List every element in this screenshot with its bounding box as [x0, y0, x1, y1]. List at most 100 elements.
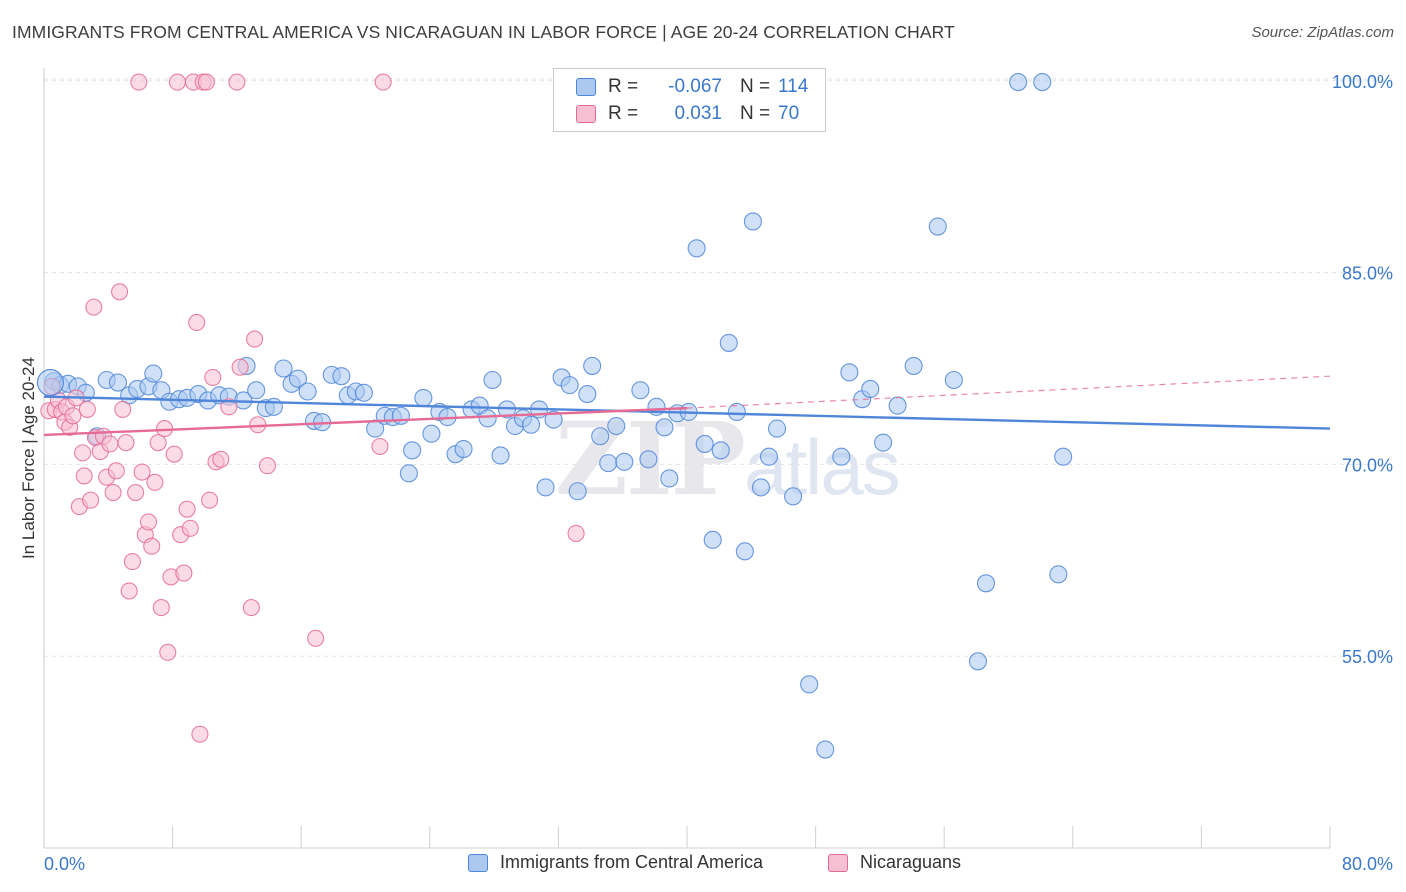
- data-point: [751, 478, 770, 497]
- data-point: [130, 73, 148, 91]
- x-tick-label-max: 80.0%: [1342, 854, 1393, 874]
- data-point: [522, 415, 541, 434]
- chart-title: IMMIGRANTS FROM CENTRAL AMERICA VS NICAR…: [12, 22, 955, 42]
- data-point: [188, 313, 206, 332]
- data-point: [568, 482, 587, 501]
- data-point: [231, 358, 249, 376]
- data-point: [75, 467, 93, 485]
- data-point: [354, 383, 373, 402]
- data-point: [976, 574, 996, 593]
- data-point: [64, 407, 82, 425]
- data-point: [687, 239, 706, 258]
- data-point: [784, 487, 803, 506]
- data-point: [204, 368, 222, 386]
- legend-row-central-america: R = -0.067 N = 114: [576, 74, 818, 100]
- data-point: [660, 469, 679, 488]
- correlation-legend: R = -0.067 N = 114 R = 0.031 N = 70: [553, 68, 826, 132]
- axis-labels: 55.0% 70.0% 85.0% 100.0% 0.0% 80.0% In Labor F…: [19, 72, 1393, 874]
- data-point: [536, 478, 555, 497]
- data-point: [1054, 447, 1073, 466]
- r-label: R =: [608, 76, 639, 97]
- data-point: [968, 652, 988, 671]
- y-tick-label: 100.0%: [1332, 72, 1393, 92]
- data-point: [139, 513, 158, 531]
- data-point: [181, 519, 199, 537]
- series-label-nicaraguans: Nicaraguans: [860, 852, 962, 872]
- data-point: [703, 530, 722, 549]
- data-point: [168, 73, 186, 91]
- trend-lines: [43, 375, 1331, 437]
- data-point: [120, 582, 138, 600]
- data-point: [478, 409, 497, 428]
- data-point: [944, 370, 963, 390]
- data-point: [274, 359, 293, 378]
- data-point: [399, 464, 418, 483]
- data-point: [615, 452, 634, 471]
- data-point: [78, 400, 96, 418]
- data-point: [759, 447, 779, 466]
- data-point: [175, 564, 193, 582]
- data-point: [127, 483, 145, 502]
- trend-line: [43, 406, 688, 437]
- data-point: [74, 444, 92, 462]
- n-value: 114: [778, 76, 809, 97]
- data-point: [470, 396, 489, 415]
- data-point: [578, 385, 597, 404]
- data-point: [228, 73, 246, 91]
- data-point: [403, 441, 422, 460]
- data-point: [104, 483, 122, 502]
- legend-swatch-central-america: [576, 78, 596, 96]
- data-point: [422, 424, 441, 443]
- data-point: [631, 381, 650, 400]
- data-point: [639, 450, 658, 469]
- data-point: [108, 373, 127, 392]
- data-point: [371, 437, 389, 456]
- trend-line: [43, 395, 1331, 430]
- y-tick-label: 55.0%: [1342, 647, 1393, 667]
- series-points-central-america: [44, 73, 1073, 759]
- data-point: [133, 463, 151, 481]
- data-point: [374, 73, 392, 91]
- data-point: [888, 396, 907, 415]
- data-point: [264, 397, 283, 416]
- data-point: [201, 491, 219, 509]
- data-point: [904, 356, 923, 375]
- data-point: [800, 675, 819, 694]
- r-value: -0.067: [668, 76, 722, 97]
- data-point: [599, 454, 618, 473]
- r-label: R =: [608, 103, 639, 124]
- x-tick-label-min: 0.0%: [44, 854, 85, 874]
- data-point: [247, 381, 266, 400]
- data-point: [212, 450, 230, 468]
- data-point: [258, 457, 276, 475]
- data-point: [832, 447, 851, 466]
- y-axis-label: In Labor Force | Age 20-24: [19, 357, 38, 559]
- data-point: [491, 446, 510, 465]
- data-point: [735, 542, 754, 561]
- y-tick-label: 70.0%: [1342, 455, 1393, 475]
- y-tick-label: 85.0%: [1342, 264, 1393, 284]
- data-point: [567, 524, 585, 542]
- data-point: [144, 364, 163, 383]
- data-point: [220, 398, 238, 416]
- data-point: [861, 379, 880, 399]
- series-legend: Immigrants from Central America Nicaragu…: [0, 852, 1406, 876]
- zipatlas-watermark: ZIPatlas: [555, 400, 901, 518]
- data-point: [583, 356, 602, 375]
- r-value: 0.031: [674, 103, 722, 124]
- data-point: [655, 418, 674, 437]
- data-point: [560, 376, 579, 395]
- data-point: [767, 419, 787, 438]
- trend-line-dashed: [686, 375, 1331, 409]
- n-label: N =: [740, 103, 771, 124]
- series-swatch-central-america: [468, 853, 488, 872]
- data-point: [288, 369, 308, 388]
- data-point: [165, 445, 183, 463]
- data-point: [695, 434, 714, 453]
- n-label: N =: [740, 76, 771, 97]
- data-point: [191, 725, 209, 743]
- data-point: [114, 400, 132, 418]
- data-point: [246, 330, 264, 348]
- data-points: [36, 73, 1073, 759]
- data-point: [544, 410, 563, 429]
